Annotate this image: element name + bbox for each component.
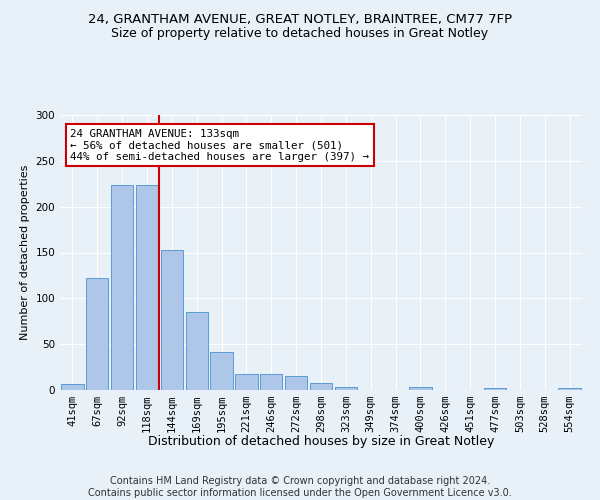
Bar (161, 250, 183, 390)
Bar (310, 382, 332, 390)
Text: Distribution of detached houses by size in Great Notley: Distribution of detached houses by size … (148, 435, 494, 448)
Text: Contains HM Land Registry data © Crown copyright and database right 2024.
Contai: Contains HM Land Registry data © Crown c… (88, 476, 512, 498)
Bar (136, 184, 158, 390)
Bar (484, 388, 506, 390)
Bar (235, 374, 257, 390)
Text: 24 GRANTHAM AVENUE: 133sqm
← 56% of detached houses are smaller (501)
44% of sem: 24 GRANTHAM AVENUE: 133sqm ← 56% of deta… (70, 128, 370, 162)
Bar (260, 374, 283, 390)
Text: 24, GRANTHAM AVENUE, GREAT NOTLEY, BRAINTREE, CM77 7FP: 24, GRANTHAM AVENUE, GREAT NOTLEY, BRAIN… (88, 12, 512, 26)
Bar (185, 312, 208, 390)
Bar (285, 376, 307, 390)
Text: Size of property relative to detached houses in Great Notley: Size of property relative to detached ho… (112, 28, 488, 40)
Bar (559, 388, 581, 390)
Bar (86, 278, 109, 390)
Bar (335, 387, 357, 390)
Bar (211, 352, 233, 390)
Y-axis label: Number of detached properties: Number of detached properties (20, 165, 30, 340)
Bar (111, 184, 133, 390)
Bar (61, 384, 83, 390)
Bar (409, 387, 431, 390)
